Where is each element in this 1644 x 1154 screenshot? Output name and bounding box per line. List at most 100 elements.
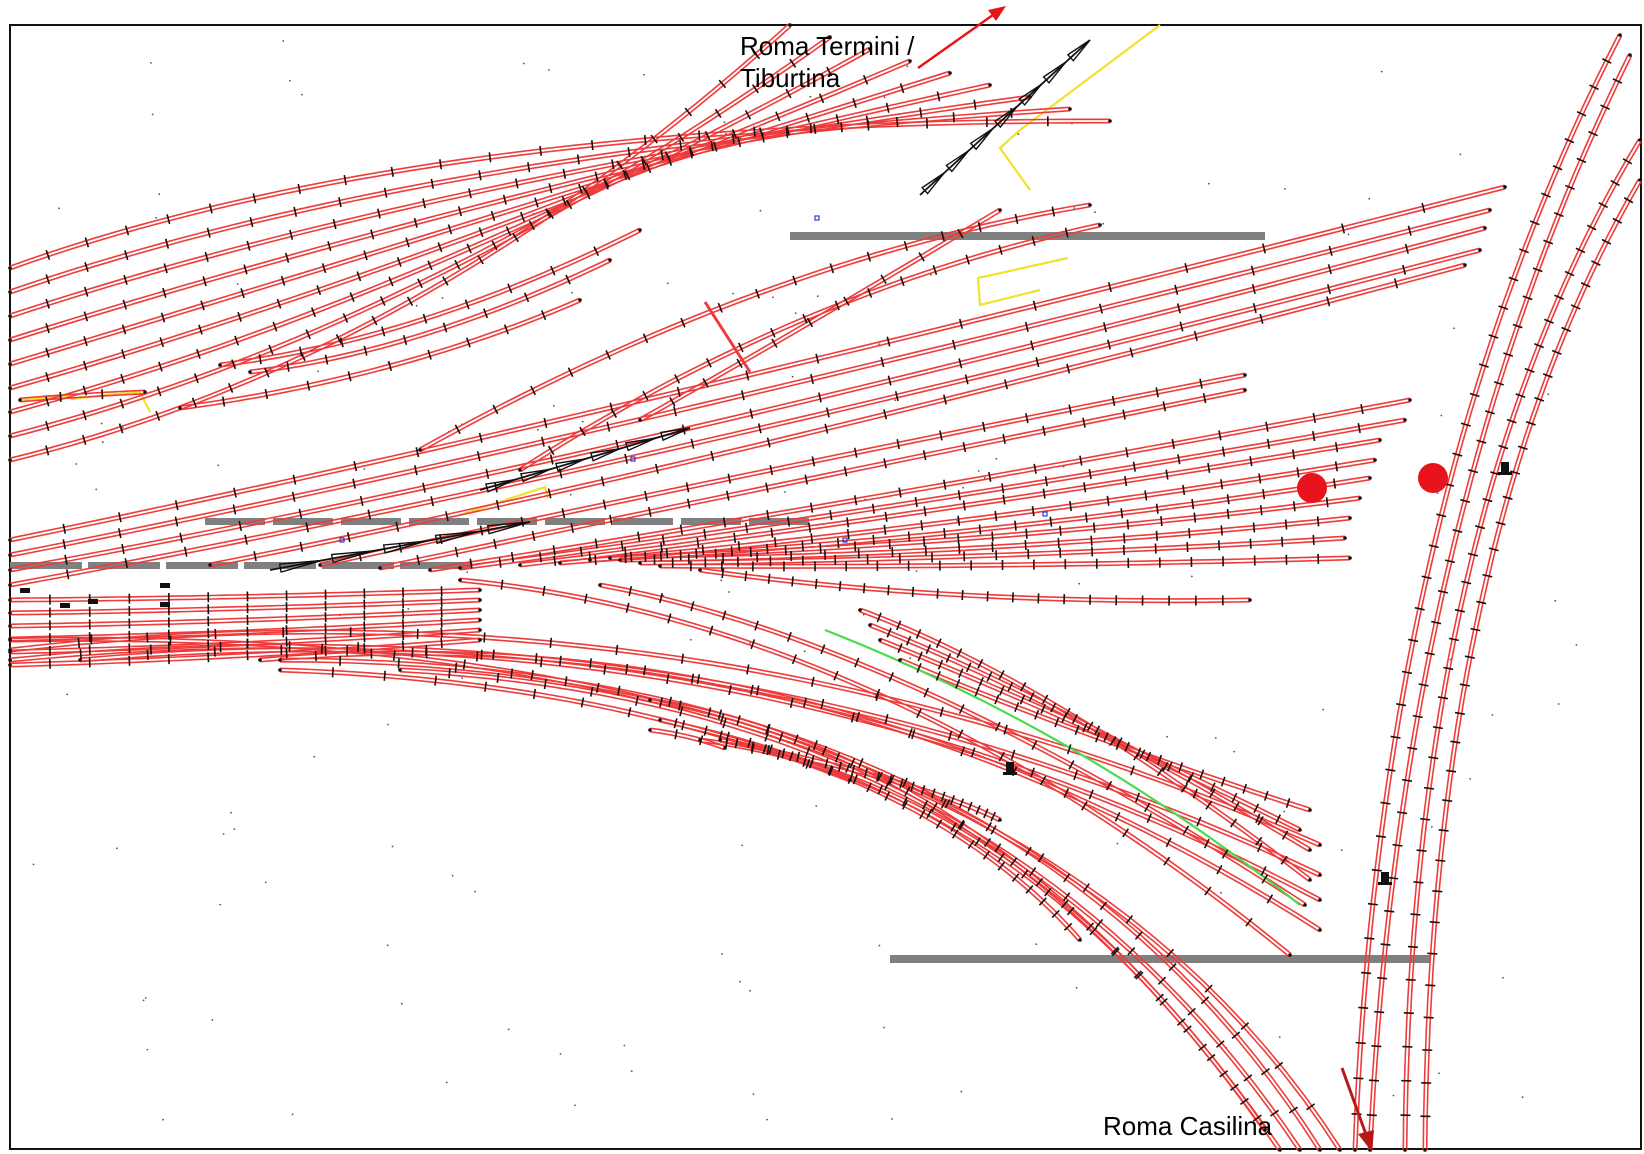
track-tick (82, 385, 88, 396)
track-tick (718, 730, 723, 741)
track-tick (973, 99, 977, 110)
survey-dot (548, 69, 550, 71)
track-tick (507, 283, 513, 294)
track-end (178, 406, 182, 410)
track-tick (1133, 970, 1142, 979)
track-tick (945, 653, 952, 663)
track-tick (998, 670, 1005, 680)
track-tick (1082, 417, 1086, 428)
track-tick (299, 346, 303, 357)
track-tick (635, 695, 639, 706)
track-tick (728, 684, 732, 696)
track-end (1638, 138, 1642, 142)
track-end (1298, 1148, 1302, 1152)
survey-dot (574, 1104, 576, 1107)
track-tick (717, 709, 723, 720)
track-tick (789, 58, 797, 68)
track-tick (1258, 473, 1262, 484)
track-tick (1068, 760, 1075, 770)
track-tick (1436, 513, 1447, 518)
track-tick (466, 243, 472, 254)
track-tick (689, 148, 693, 159)
track-tick (1220, 479, 1224, 490)
track-tick (958, 543, 961, 554)
track-tick (1168, 962, 1177, 972)
track-tick (347, 371, 352, 382)
platform-north (790, 232, 1265, 240)
track-tick (1325, 497, 1329, 508)
track-end (8, 583, 12, 587)
track-tick (731, 133, 735, 144)
track-tick (787, 631, 792, 642)
track-tick (1002, 433, 1006, 445)
survey-dot (983, 477, 986, 479)
track-tick (792, 275, 798, 286)
survey-dot (803, 650, 806, 653)
survey-dot (217, 464, 220, 467)
track-tick (531, 530, 536, 541)
track-tick (643, 134, 647, 146)
track-tick (159, 337, 165, 348)
track-tick (957, 729, 964, 739)
track-tick (297, 183, 302, 194)
track-tick (485, 468, 490, 479)
track-tick (1059, 525, 1062, 536)
track-tick (1408, 638, 1419, 643)
survey-dot (725, 133, 727, 135)
track-tick (299, 541, 304, 552)
survey-dot (1436, 492, 1439, 494)
track-tick (549, 454, 554, 465)
track-tick (609, 514, 613, 525)
track-tick (920, 784, 926, 796)
track-tick (852, 97, 857, 109)
track-tick (387, 360, 393, 372)
track-tick (727, 473, 732, 484)
track-tick (276, 298, 282, 309)
track-tick (1134, 931, 1143, 940)
survey-dot (1521, 1096, 1524, 1099)
track-tick (363, 632, 366, 643)
track-tick (1111, 395, 1116, 406)
track-tick (1049, 516, 1053, 527)
track-tick (1429, 921, 1440, 924)
track-tick (121, 543, 125, 555)
survey-dot (1380, 70, 1383, 73)
track-tick (1162, 401, 1167, 412)
track-tick (1262, 243, 1267, 254)
track-tick (889, 774, 895, 785)
survey-dot (151, 113, 154, 116)
survey-dot (630, 1070, 633, 1072)
track-tick (1094, 725, 1101, 735)
track-tick (895, 117, 899, 128)
track-tick (1025, 528, 1028, 539)
track-tick (958, 668, 964, 679)
track-tick (454, 259, 461, 270)
track-tick (1051, 909, 1060, 919)
survey-dot (1017, 133, 1020, 136)
track-tick (1191, 498, 1195, 510)
signal-symbol (1381, 872, 1389, 882)
track-tick (1099, 901, 1108, 911)
track-tick (773, 537, 777, 548)
track-tick (918, 252, 925, 262)
survey-dot (891, 1118, 893, 1120)
track-tick (917, 651, 923, 662)
symbols (20, 215, 1512, 885)
track-tick (164, 238, 170, 249)
track-tick (491, 240, 498, 251)
track-tick (958, 798, 964, 809)
track-tick (206, 227, 211, 238)
track-tick (876, 771, 884, 782)
track-tick (1127, 947, 1136, 956)
track-tick (1220, 525, 1223, 536)
track-tick (1162, 761, 1169, 772)
track-tick (120, 373, 125, 384)
track-tick (1374, 1010, 1385, 1014)
track-tick (854, 657, 860, 668)
track-tick (1371, 1044, 1382, 1048)
track-tick (1221, 446, 1226, 457)
track-end (518, 468, 522, 472)
survey-marker (339, 537, 345, 543)
track-tick (1157, 754, 1163, 765)
